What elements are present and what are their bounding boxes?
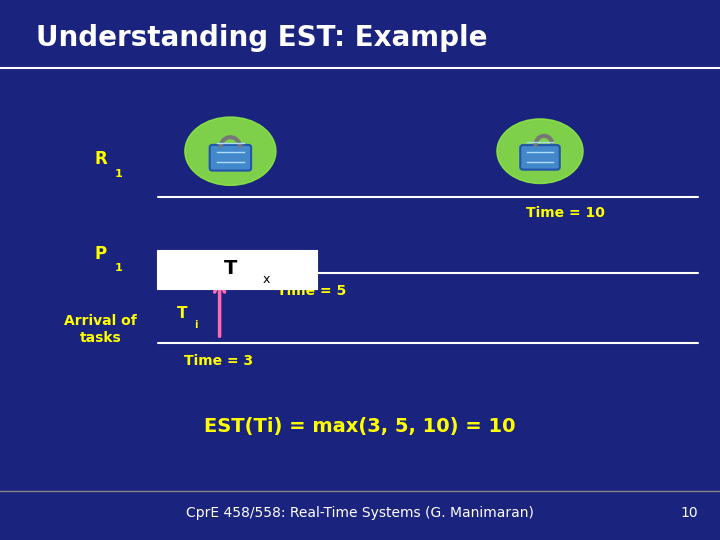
Text: Understanding EST: Example: Understanding EST: Example xyxy=(36,24,487,52)
Text: Arrival of
tasks: Arrival of tasks xyxy=(64,314,138,345)
Text: P: P xyxy=(95,245,107,263)
FancyBboxPatch shape xyxy=(521,145,559,170)
Text: Time = 10: Time = 10 xyxy=(526,206,605,220)
Circle shape xyxy=(497,119,583,184)
Text: EST(Ti) = max(3, 5, 10) = 10: EST(Ti) = max(3, 5, 10) = 10 xyxy=(204,417,516,436)
Text: 10: 10 xyxy=(681,506,698,520)
Text: Time = 5: Time = 5 xyxy=(277,284,346,298)
Text: 1: 1 xyxy=(115,169,122,179)
Text: 1: 1 xyxy=(115,264,122,273)
Bar xyxy=(158,251,317,289)
Text: T: T xyxy=(224,259,237,279)
Text: T: T xyxy=(176,306,187,321)
Text: R: R xyxy=(94,150,107,168)
Text: Time = 3: Time = 3 xyxy=(184,354,253,368)
Text: x: x xyxy=(263,273,270,286)
Circle shape xyxy=(185,117,276,185)
FancyBboxPatch shape xyxy=(210,145,251,171)
Text: i: i xyxy=(194,320,198,329)
Text: CprE 458/558: Real-Time Systems (G. Manimaran): CprE 458/558: Real-Time Systems (G. Mani… xyxy=(186,506,534,520)
